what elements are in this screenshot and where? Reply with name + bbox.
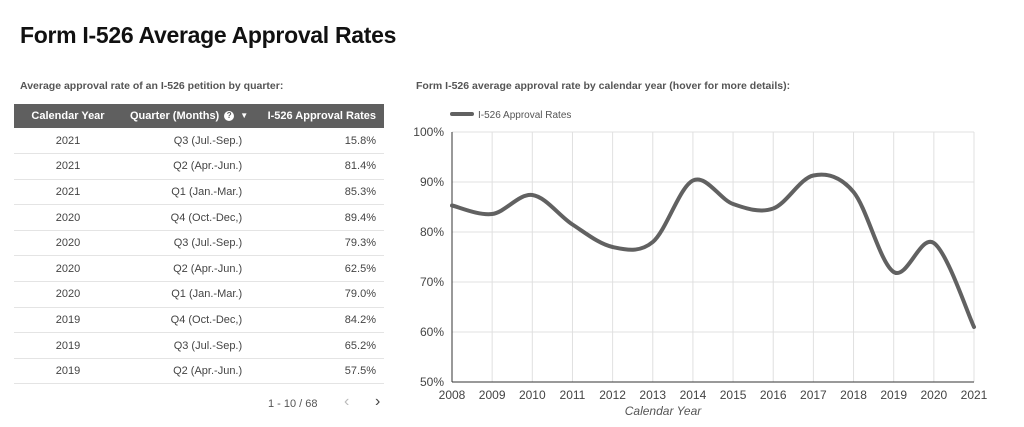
cell-quarter: Q2 (Apr.-Jun.): [173, 365, 243, 378]
x-tick-label: 2011: [560, 388, 586, 402]
table-row[interactable]: 2020 Q1 (Jan.-Mar.) 79.0%: [14, 282, 384, 308]
data-point[interactable]: [487, 209, 497, 219]
header-quarter[interactable]: Quarter (Months)? ▼: [130, 110, 249, 122]
data-point[interactable]: [808, 171, 818, 181]
table-row[interactable]: 2019 Q2 (Apr.-Jun.) 57.5%: [14, 358, 384, 384]
cell-rate: 85.3%: [344, 185, 376, 198]
info-icon[interactable]: ?: [224, 111, 235, 121]
data-point[interactable]: [889, 267, 899, 277]
header-calendar-year[interactable]: Calendar Year: [31, 110, 105, 122]
data-point[interactable]: [969, 322, 979, 332]
table-row[interactable]: 2021 Q1 (Jan.-Mar.) 85.3%: [14, 179, 384, 205]
legend-label: I-526 Approval Rates: [478, 110, 571, 121]
approval-table: Calendar Year Quarter (Months)? ▼ I-526 A…: [14, 104, 384, 384]
cell-quarter: Q1 (Jan.-Mar.): [171, 185, 243, 198]
cell-year: 2020: [55, 262, 81, 275]
data-point[interactable]: [447, 201, 457, 211]
cell-quarter: Q4 (Oct.-Dec,): [170, 313, 243, 326]
data-point[interactable]: [527, 190, 537, 200]
cell-quarter: Q3 (Jul.-Sep.): [173, 237, 243, 250]
y-tick-label: 60%: [420, 325, 444, 339]
table-row[interactable]: 2021 Q2 (Apr.-Jun.) 81.4%: [14, 154, 384, 180]
table-row[interactable]: 2020 Q2 (Apr.-Jun.) 62.5%: [14, 256, 384, 282]
cell-quarter: Q1 (Jan.-Mar.): [171, 288, 243, 301]
x-tick-label: 2014: [680, 388, 707, 402]
x-tick-label: 2015: [720, 388, 747, 402]
cell-quarter: Q2 (Apr.-Jun.): [173, 262, 243, 275]
cell-rate: 15.8%: [344, 134, 376, 147]
table-row[interactable]: 2021 Q3 (Jul.-Sep.) 15.8%: [14, 128, 384, 154]
table-row[interactable]: 2020 Q4 (Oct.-Dec,) 89.4%: [14, 205, 384, 231]
data-point[interactable]: [929, 238, 939, 248]
cell-quarter: Q2 (Apr.-Jun.): [173, 160, 243, 173]
chart-subtitle: Form I-526 average approval rate by cale…: [416, 80, 791, 92]
x-tick-label: 2019: [880, 388, 907, 402]
cell-year: 2019: [55, 365, 81, 378]
cell-rate: 89.4%: [344, 211, 376, 224]
x-tick-label: 2008: [439, 388, 466, 402]
data-point[interactable]: [849, 187, 859, 197]
cell-quarter: Q4 (Oct.-Dec,): [170, 211, 243, 224]
data-point[interactable]: [648, 237, 658, 247]
y-tick-label: 80%: [420, 225, 444, 239]
table-row[interactable]: 2020 Q3 (Jul.-Sep.) 79.3%: [14, 230, 384, 256]
cell-rate: 65.2%: [344, 339, 376, 352]
cell-quarter: Q3 (Jul.-Sep.): [173, 339, 243, 352]
table-header-row: Calendar Year Quarter (Months)? ▼ I-526 A…: [14, 104, 384, 128]
x-tick-label: 2020: [920, 388, 947, 402]
sort-down-icon[interactable]: ▼: [240, 111, 249, 120]
series-line-approval-rates: [450, 172, 976, 329]
table-row[interactable]: 2019 Q3 (Jul.-Sep.) 65.2%: [14, 333, 384, 359]
y-tick-label: 70%: [420, 275, 444, 289]
y-tick-label: 50%: [420, 375, 444, 389]
data-point[interactable]: [768, 204, 778, 214]
x-tick-label: 2010: [519, 388, 546, 402]
table-subtitle: Average approval rate of an I-526 petiti…: [20, 80, 284, 92]
x-tick-label: 2016: [760, 388, 787, 402]
cell-year: 2020: [55, 211, 81, 224]
cell-quarter: Q3 (Jul.-Sep.): [173, 134, 243, 147]
page-title: Form I-526 Average Approval Rates: [20, 22, 397, 48]
prev-page-button[interactable]: ‹: [344, 393, 350, 410]
pagination: 1 - 10 / 68 ‹ ›: [14, 392, 384, 416]
cell-rate: 79.0%: [344, 288, 376, 301]
x-tick-label: 2021: [961, 388, 988, 402]
cell-year: 2021: [55, 134, 81, 147]
cell-year: 2020: [55, 237, 81, 250]
x-axis-title: Calendar Year: [625, 404, 703, 418]
y-tick-label: 90%: [420, 175, 444, 189]
data-point[interactable]: [567, 220, 577, 230]
header-approval-rate[interactable]: I-526 Approval Rates: [267, 110, 376, 122]
cell-rate: 62.5%: [344, 262, 376, 275]
pagination-range: 1 - 10 / 68: [268, 398, 318, 410]
y-tick-label: 100%: [413, 125, 444, 139]
cell-year: 2019: [55, 339, 81, 352]
x-tick-label: 2017: [800, 388, 827, 402]
cell-year: 2020: [55, 288, 81, 301]
x-tick-label: 2012: [599, 388, 626, 402]
data-point[interactable]: [608, 242, 618, 252]
cell-rate: 57.5%: [344, 365, 376, 378]
table-row[interactable]: 2019 Q4 (Oct.-Dec,) 84.2%: [14, 307, 384, 333]
x-tick-label: 2018: [840, 388, 867, 402]
cell-year: 2021: [55, 160, 81, 173]
x-tick-label: 2009: [479, 388, 506, 402]
x-tick-label: 2013: [639, 388, 666, 402]
next-page-button[interactable]: ›: [375, 393, 381, 410]
cell-year: 2021: [55, 185, 81, 198]
data-point[interactable]: [688, 176, 698, 186]
cell-rate: 79.3%: [344, 237, 376, 250]
data-point[interactable]: [728, 199, 738, 209]
cell-rate: 81.4%: [344, 160, 376, 173]
cell-rate: 84.2%: [344, 313, 376, 326]
cell-year: 2019: [55, 313, 81, 326]
